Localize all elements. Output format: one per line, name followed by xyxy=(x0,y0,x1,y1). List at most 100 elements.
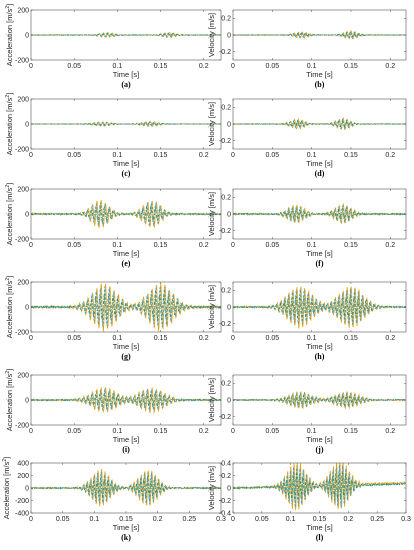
trace-dashdot-j xyxy=(233,394,406,406)
x-tick-label: 0 xyxy=(29,152,33,159)
panel-l: 0 0.05 0.1 0.15 0.2 0.25 0.3-0.4-0.200.20.4Tim… xyxy=(207,460,411,542)
y-axis-label: Velocity [m/s] xyxy=(207,466,216,510)
x-tick-label: 0.1 xyxy=(112,335,122,342)
x-tick-label: 0.15 xyxy=(344,152,358,159)
x-tick-label: 0.05 xyxy=(255,516,269,523)
y-tick-label: 400 xyxy=(17,460,29,467)
x-tick-label: 0.15 xyxy=(344,335,358,342)
x-tick-label: 0.1 xyxy=(286,516,296,523)
x-tick-label: 0 xyxy=(29,428,33,435)
y-axis-label: Acceleration [m/s2] xyxy=(2,457,11,519)
trace-dashdot-l xyxy=(233,471,406,502)
y-tick-label: -200 xyxy=(15,422,29,429)
x-tick-label: 0.05 xyxy=(67,152,81,159)
x-tick-label: 0.05 xyxy=(266,335,280,342)
y-tick-label: -200 xyxy=(15,146,29,153)
y-tick-label: 0 xyxy=(227,485,231,492)
x-axis-label: Time [s] xyxy=(306,70,332,79)
x-tick-label: 0.1 xyxy=(307,335,317,342)
panel-label-d: (d) xyxy=(315,169,325,178)
x-tick-label: 0.1 xyxy=(307,152,317,159)
x-tick-label: 0.2 xyxy=(385,428,395,435)
x-tick-label: 0.1 xyxy=(112,152,122,159)
y-tick-label: 0.2 xyxy=(221,381,231,388)
x-tick-label: 0.2 xyxy=(199,428,209,435)
x-tick-label: 0 xyxy=(29,335,33,342)
y-tick-label: 0.2 xyxy=(221,195,231,202)
x-tick-label: 0.3 xyxy=(401,516,411,523)
x-tick-label: 0.2 xyxy=(343,516,353,523)
x-tick-label: 0 xyxy=(231,335,235,342)
y-tick-label: -200 xyxy=(15,236,29,243)
axes-frame-l xyxy=(232,462,407,514)
x-axis-label: Time [s] xyxy=(306,249,332,258)
y-axis-label: Velocity [m/s] xyxy=(207,13,216,57)
y-axis-label: Velocity [m/s] xyxy=(207,285,216,329)
x-tick-label: 0.1 xyxy=(307,428,317,435)
trace-solid-h xyxy=(233,285,406,329)
y-tick-label: -400 xyxy=(15,510,29,517)
x-tick-label: 0.05 xyxy=(67,428,81,435)
panel-label-i: (i) xyxy=(122,445,130,454)
y-tick-label: 200 xyxy=(17,96,29,103)
y-tick-label: -0.2 xyxy=(219,49,231,56)
y-tick-label: 0.2 xyxy=(221,473,231,480)
panel-label-b: (b) xyxy=(315,80,325,89)
x-tick-label: 0.1 xyxy=(112,242,122,249)
y-tick-label: 0 xyxy=(227,211,231,218)
y-tick-label: 200 xyxy=(17,7,29,14)
x-tick-label: 0.2 xyxy=(199,335,209,342)
y-tick-label: -200 xyxy=(15,57,29,64)
y-tick-label: 0 xyxy=(25,485,29,492)
x-tick-label: 0.05 xyxy=(67,63,81,70)
x-tick-label: 0 xyxy=(29,63,33,70)
panel-label-c: (c) xyxy=(122,169,131,178)
x-tick-label: 0.1 xyxy=(112,428,122,435)
x-tick-label: 0.1 xyxy=(307,63,317,70)
x-tick-label: 0.15 xyxy=(154,335,168,342)
x-axis-label: Time [s] xyxy=(306,342,332,351)
x-tick-label: 0.1 xyxy=(89,516,99,523)
y-axis-label: Velocity [m/s] xyxy=(207,378,216,422)
trace-dashdot-d xyxy=(233,120,406,128)
x-tick-label: 0.1 xyxy=(307,242,317,249)
y-tick-label: 0 xyxy=(25,397,29,404)
x-tick-label: 0.2 xyxy=(153,516,163,523)
trace-dashdot-b xyxy=(233,31,406,38)
x-tick-label: 0.2 xyxy=(199,152,209,159)
y-tick-label: -0.2 xyxy=(219,228,231,235)
x-tick-label: 0.05 xyxy=(266,428,280,435)
y-tick-label: -0.2 xyxy=(219,414,231,421)
x-tick-label: 0.15 xyxy=(119,516,133,523)
x-tick-label: 0 xyxy=(231,63,235,70)
x-tick-label: 0.15 xyxy=(344,242,358,249)
panel-label-h: (h) xyxy=(315,352,325,361)
x-axis-label: Time [s] xyxy=(113,523,139,532)
x-tick-label: 0 xyxy=(231,428,235,435)
y-tick-label: -0.2 xyxy=(219,138,231,145)
trace-dashdot-a xyxy=(31,33,221,38)
y-tick-label: 0 xyxy=(227,121,231,128)
y-tick-label: 200 xyxy=(17,473,29,480)
trace-dashdot-k xyxy=(31,477,221,499)
x-axis-label: Time [s] xyxy=(306,159,332,168)
x-tick-label: 0.2 xyxy=(199,63,209,70)
y-tick-label: -200 xyxy=(15,498,29,505)
panel-label-f: (f) xyxy=(316,259,324,268)
x-axis-label: Time [s] xyxy=(306,435,332,444)
x-tick-label: 0.15 xyxy=(154,242,168,249)
trace-dashdot-c xyxy=(31,122,221,127)
panel-label-e: (e) xyxy=(122,259,131,268)
y-axis-label: Acceleration [m/s2] xyxy=(5,93,14,155)
x-tick-label: 0.05 xyxy=(67,242,81,249)
y-axis-label: Acceleration [m/s2] xyxy=(5,183,14,245)
x-tick-label: 0.15 xyxy=(154,152,168,159)
x-tick-label: 0.2 xyxy=(385,63,395,70)
x-tick-label: 0.05 xyxy=(266,63,280,70)
x-tick-label: 0.15 xyxy=(344,428,358,435)
x-tick-label: 0.3 xyxy=(216,516,226,523)
